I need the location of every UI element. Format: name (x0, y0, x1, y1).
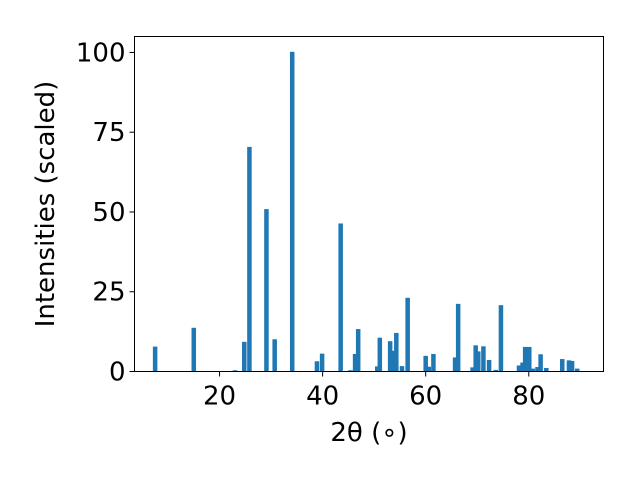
bar (566, 360, 572, 372)
bar (152, 346, 158, 372)
bar (426, 366, 432, 372)
y-axis-ticks: 0 25 50 75 100 (76, 38, 135, 388)
bar (352, 353, 358, 372)
bar (338, 223, 343, 372)
bar (247, 146, 252, 372)
x-tick-label: 60 (409, 382, 442, 412)
bar (390, 350, 396, 372)
bar (452, 357, 458, 372)
bar (272, 339, 277, 372)
bar (348, 370, 353, 372)
bar (399, 366, 405, 372)
bar (355, 329, 361, 372)
bar (535, 367, 540, 372)
bar (377, 337, 383, 372)
x-axis-label: 2θ (∘) (330, 418, 407, 448)
bar (516, 365, 522, 372)
bar (423, 355, 428, 372)
bar (498, 305, 504, 372)
x-tick-label: 80 (512, 382, 545, 412)
bar (486, 360, 492, 372)
bar (232, 370, 238, 372)
bar (544, 367, 549, 372)
bar (314, 361, 320, 372)
bar (538, 354, 543, 372)
bar (455, 303, 461, 372)
x-tick-label: 40 (306, 382, 339, 412)
y-tick-label: 25 (92, 278, 125, 308)
bar (522, 346, 528, 372)
y-tick-label: 50 (92, 198, 125, 228)
bar (387, 341, 393, 372)
bar (191, 327, 197, 372)
bar (394, 332, 399, 372)
bar (560, 359, 565, 372)
bar (242, 341, 247, 372)
y-tick-label: 100 (76, 38, 126, 68)
bar (473, 345, 478, 372)
x-tick-label: 20 (203, 382, 236, 412)
bar (493, 369, 499, 372)
x-axis-ticks: 20 40 60 80 (203, 371, 545, 412)
bar (530, 368, 536, 372)
bar (520, 362, 525, 372)
y-tick-label: 0 (109, 358, 126, 388)
bar (289, 51, 295, 372)
bar (574, 368, 580, 372)
y-axis-label: Intensities (scaled) (31, 81, 61, 328)
bar (527, 346, 532, 372)
bar (431, 353, 436, 372)
bar (264, 209, 269, 372)
plot-frame (134, 36, 604, 372)
bar (470, 367, 475, 372)
bar (569, 360, 575, 372)
bars (152, 51, 580, 372)
bar (476, 351, 481, 372)
bar (375, 366, 380, 372)
bar (405, 297, 410, 372)
y-tick-label: 75 (92, 118, 125, 148)
bar (319, 353, 325, 372)
bar (481, 346, 486, 372)
